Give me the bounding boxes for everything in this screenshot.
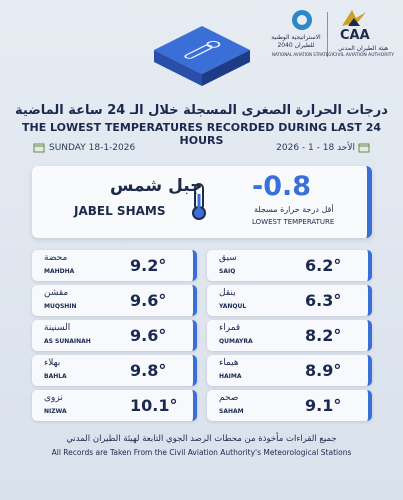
station-value: 9.8° bbox=[130, 361, 167, 380]
station-value: 8.2° bbox=[305, 326, 342, 345]
station-card: صحم SAHAM 9.1° bbox=[207, 390, 372, 421]
station-card: نزوى NIZWA 10.1° bbox=[32, 390, 197, 421]
station-ar: نزوى bbox=[44, 393, 63, 403]
caa-icon bbox=[342, 10, 366, 26]
strategy-ar: الاستراتيجية الوطنية للطيران 2040 bbox=[271, 34, 321, 49]
caa-ar: هيئة الطيران المدني bbox=[338, 45, 389, 52]
station-card: محضة MAHDHA 9.2° bbox=[32, 250, 197, 281]
station-en: BAHLA bbox=[44, 373, 67, 380]
station-ar: مقشن bbox=[44, 288, 69, 298]
station-ar: محضة bbox=[44, 253, 68, 263]
station-ar: قمراء bbox=[219, 323, 241, 333]
station-card: بهلاء BAHLA 9.8° bbox=[32, 355, 197, 386]
footer-ar: جميع القراءات مأخوذة من محطات الرصد الجو… bbox=[66, 434, 337, 444]
station-en: QUMAYRA bbox=[219, 338, 253, 345]
caa-logo: CAA bbox=[340, 28, 370, 43]
station-en: SAIQ bbox=[219, 268, 236, 275]
station-value: 8.9° bbox=[305, 361, 342, 380]
station-en: NIZWA bbox=[44, 408, 67, 415]
lowest-label-en: LOWEST TEMPERATURE bbox=[252, 218, 335, 226]
station-value: 9.2° bbox=[130, 256, 167, 275]
station-ar: ينقل bbox=[219, 288, 236, 298]
station-en: YANQUL bbox=[219, 303, 247, 310]
calendar-icon bbox=[33, 143, 45, 153]
strategy-en: NATIONAL AVIATION STRATEGY bbox=[272, 52, 334, 57]
station-ar: بهلاء bbox=[44, 358, 61, 368]
date-en: SUNDAY 18-1-2026 bbox=[49, 143, 136, 153]
lowest-card: جبل شمس JABEL SHAMS -0.8 أقل درجة حرارة … bbox=[32, 166, 372, 238]
station-en: MUQSHIN bbox=[44, 303, 77, 310]
hero-thermometer-icon bbox=[154, 26, 250, 86]
logo-divider bbox=[327, 12, 328, 57]
station-ar: السنينة bbox=[44, 323, 71, 333]
lowest-label-ar: أقل درجة حرارة مسجلة bbox=[254, 205, 334, 214]
station-card: مقشن MUQSHIN 9.6° bbox=[32, 285, 197, 316]
station-card: ينقل YANQUL 6.3° bbox=[207, 285, 372, 316]
station-en: HAIMA bbox=[219, 373, 242, 380]
lowest-value: -0.8 bbox=[252, 171, 312, 202]
footer-en: All Records are Taken From the Civil Avi… bbox=[51, 448, 352, 457]
station-ar: جبل شمس bbox=[110, 176, 203, 196]
station-en: MAHDHA bbox=[44, 268, 75, 275]
station-ar: هيماء bbox=[219, 358, 239, 368]
station-value: 10.1° bbox=[130, 396, 178, 415]
station-value: 9.6° bbox=[130, 291, 167, 310]
station-card: السنينة AS SUNAINAH 9.6° bbox=[32, 320, 197, 351]
station-card: هيماء HAIMA 8.9° bbox=[207, 355, 372, 386]
station-value: 6.2° bbox=[305, 256, 342, 275]
thermometer-icon bbox=[192, 183, 206, 220]
title-en: THE LOWEST TEMPERATURES RECORDED DURING … bbox=[21, 121, 382, 147]
caa-en: CIVIL AVIATION AUTHORITY bbox=[333, 53, 395, 58]
station-ar: سيق bbox=[219, 253, 237, 263]
date-ar: الأحد 18 - 1 - 2026 bbox=[276, 143, 355, 153]
station-value: 9.6° bbox=[130, 326, 167, 345]
station-en: AS SUNAINAH bbox=[44, 338, 91, 345]
station-ar: صحم bbox=[219, 393, 239, 403]
station-en: SAHAM bbox=[219, 408, 244, 415]
station-value: 9.1° bbox=[305, 396, 342, 415]
station-card: قمراء QUMAYRA 8.2° bbox=[207, 320, 372, 351]
strategy-icon bbox=[292, 10, 312, 30]
calendar-icon bbox=[358, 143, 370, 153]
station-value: 6.3° bbox=[305, 291, 342, 310]
station-en: JABEL SHAMS bbox=[74, 204, 166, 218]
station-card: سيق SAIQ 6.2° bbox=[207, 250, 372, 281]
title-ar: درجات الحرارة الصغرى المسجلة خلال الـ 24… bbox=[15, 103, 388, 118]
